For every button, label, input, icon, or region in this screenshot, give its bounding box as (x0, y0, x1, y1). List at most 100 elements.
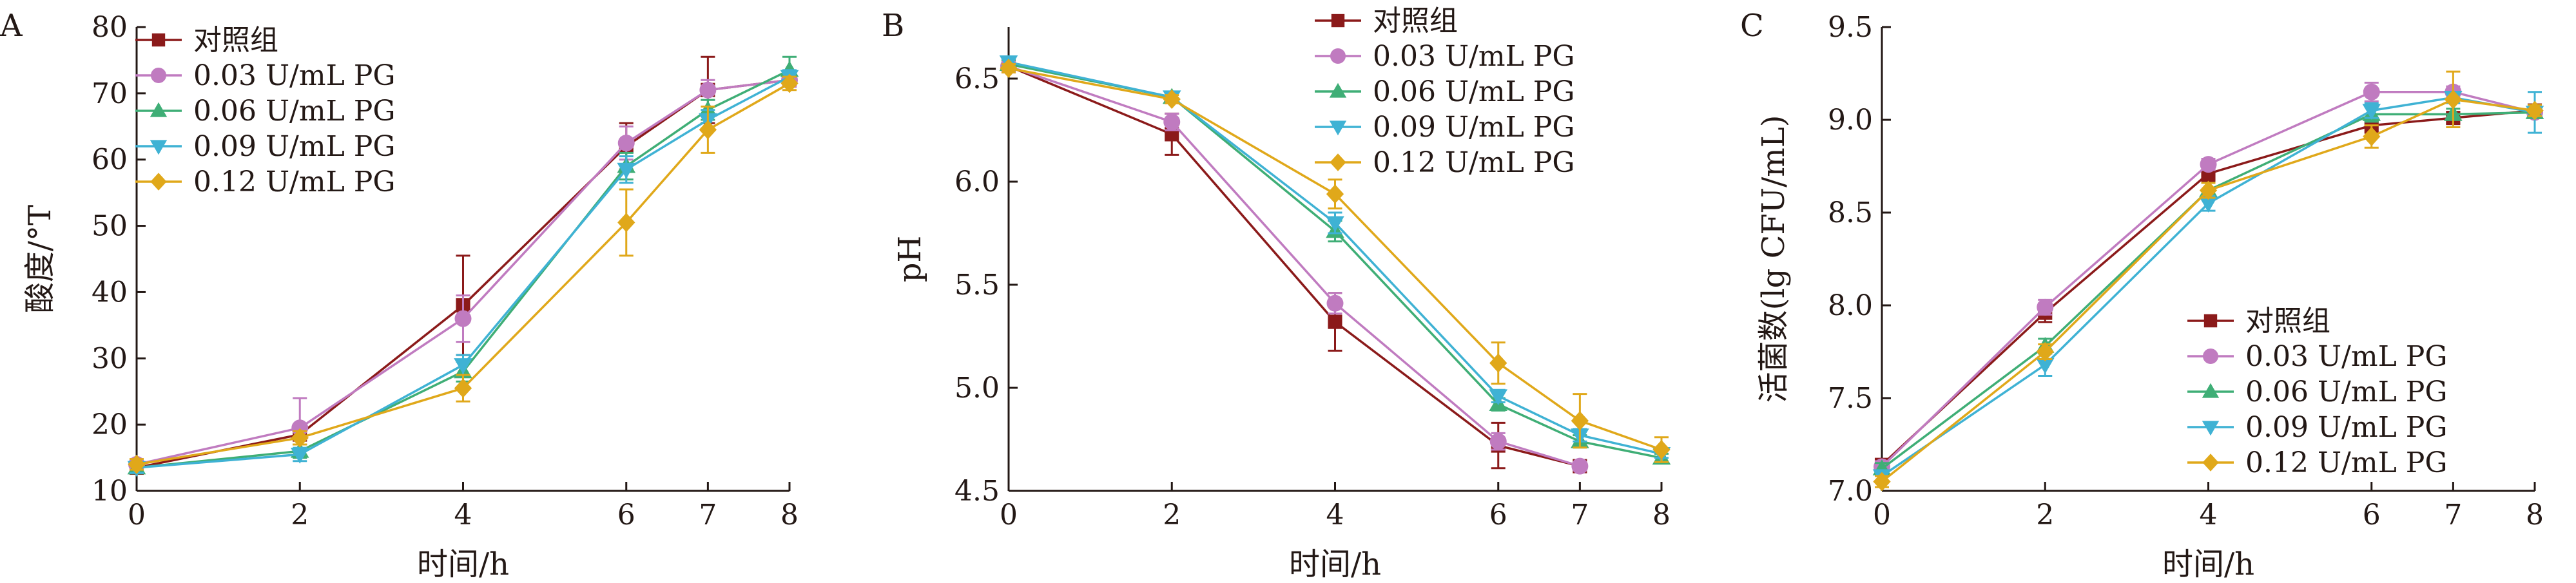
y-tick-label: 10 (92, 475, 128, 508)
x-tick-label: 8 (780, 499, 799, 531)
y-tick-label: 80 (92, 11, 128, 44)
series-line (136, 79, 790, 466)
x-tick-label: 0 (1873, 499, 1891, 531)
legend-label: 0.06 U/mL PG (1373, 75, 1575, 108)
data-point (1489, 353, 1507, 373)
legend-label: 对照组 (193, 24, 278, 57)
panel-label: B (882, 8, 904, 44)
x-axis-title: 时间/h (1289, 546, 1381, 582)
series-line (136, 75, 790, 469)
legend-label: 对照组 (1373, 5, 1458, 37)
x-tick-label: 6 (1489, 499, 1507, 531)
legend-label: 0.12 U/mL PG (193, 166, 396, 198)
data-point (2036, 342, 2054, 361)
panel-a: A 10 20 30 40 50 60 70 80 0 2 4 6 7 8 时间/h 酸度/°T 对照组0.03 … (0, 8, 799, 582)
series-2 (1000, 57, 1589, 475)
legend-marker (150, 102, 168, 117)
y-axis-title: 活菌数(lg CFU/mL) (1756, 115, 1792, 403)
data-point (1873, 472, 1891, 492)
data-point (699, 81, 717, 99)
data-point (1489, 433, 1507, 450)
data-point (699, 120, 717, 140)
legend-label: 0.09 U/mL PG (1373, 111, 1575, 144)
legend-label: 0.09 U/mL PG (2245, 411, 2448, 444)
series-line (1881, 91, 2535, 468)
x-tick-label: 4 (1326, 499, 1344, 531)
x-tick-label: 0 (1000, 499, 1018, 531)
y-tick-label: 7.5 (1828, 382, 1873, 415)
y-axis-title: 酸度/°T (22, 205, 58, 313)
data-point (2444, 90, 2463, 110)
x-tick-label: 4 (2200, 499, 2218, 531)
data-point (291, 428, 309, 448)
y-tick-label: 4.5 (954, 475, 1000, 508)
legend-label: 0.03 U/mL PG (193, 59, 396, 92)
y-tick-label: 5.5 (954, 269, 1000, 301)
data-point (2363, 83, 2380, 100)
series-line (1881, 98, 2535, 483)
y-tick-label: 60 (92, 144, 128, 177)
series-line (1008, 67, 1662, 451)
y-tick-label: 6.5 (954, 62, 1000, 95)
series-line (136, 82, 790, 466)
x-tick-label: 2 (2036, 499, 2054, 531)
data-point (617, 135, 635, 151)
data-point (2200, 156, 2217, 173)
data-point (454, 378, 472, 398)
data-point (1326, 216, 1344, 233)
legend-marker (1329, 120, 1347, 136)
data-point (2199, 196, 2218, 213)
legend-marker (1331, 14, 1345, 28)
legend-marker (150, 173, 167, 191)
x-axis-title: 时间/h (2162, 546, 2254, 582)
x-tick-label: 6 (2363, 499, 2381, 531)
data-point (2199, 180, 2218, 200)
legend-label: 0.06 U/mL PG (193, 95, 396, 128)
panel-label: C (1740, 8, 1764, 44)
y-tick-label: 70 (92, 77, 128, 110)
series-line (1881, 109, 2535, 466)
y-tick-label: 8.5 (1828, 196, 1873, 229)
legend-marker (151, 33, 166, 47)
data-point (128, 454, 146, 474)
legend-label: 0.12 U/mL PG (1373, 146, 1575, 179)
x-tick-label: 2 (1163, 499, 1181, 531)
data-point (2526, 100, 2544, 120)
data-point (454, 310, 472, 327)
data-point (2037, 298, 2054, 316)
panel-c: C 7.0 7.5 8.0 8.5 9.0 9.5 0 2 4 6 7 8 时间/h 活菌数(lg CFU/… (1740, 8, 2544, 582)
y-tick-label: 6.0 (954, 166, 1000, 198)
series-line (1881, 96, 2535, 477)
data-point (1000, 59, 1018, 78)
series-5 (1000, 59, 1671, 463)
data-point (1163, 113, 1181, 131)
y-tick-label: 5.0 (954, 372, 1000, 405)
y-tick-label: 7.0 (1828, 475, 1873, 508)
data-point (2035, 358, 2055, 374)
data-point (1489, 389, 1508, 406)
x-tick-label: 6 (617, 499, 635, 531)
legend-label: 对照组 (2245, 305, 2330, 338)
legend-label: 0.12 U/mL PG (2245, 446, 2448, 479)
x-tick-label: 7 (699, 499, 717, 531)
y-tick-label: 9.5 (1828, 11, 1873, 44)
legend-label: 0.09 U/mL PG (193, 130, 396, 163)
y-tick-label: 50 (92, 210, 128, 243)
legend-marker (150, 140, 168, 155)
x-axis-title: 时间/h (417, 546, 509, 582)
legend-marker (1330, 153, 1346, 171)
x-tick-label: 7 (1571, 499, 1589, 531)
y-tick-label: 30 (92, 342, 128, 375)
data-point (1163, 90, 1181, 109)
y-tick-label: 40 (92, 276, 128, 309)
data-point (2363, 126, 2381, 146)
y-axis-title: pH (892, 236, 928, 283)
series-line (1881, 111, 2535, 470)
data-point (617, 213, 635, 233)
data-point (617, 162, 636, 179)
series-5 (128, 73, 799, 474)
